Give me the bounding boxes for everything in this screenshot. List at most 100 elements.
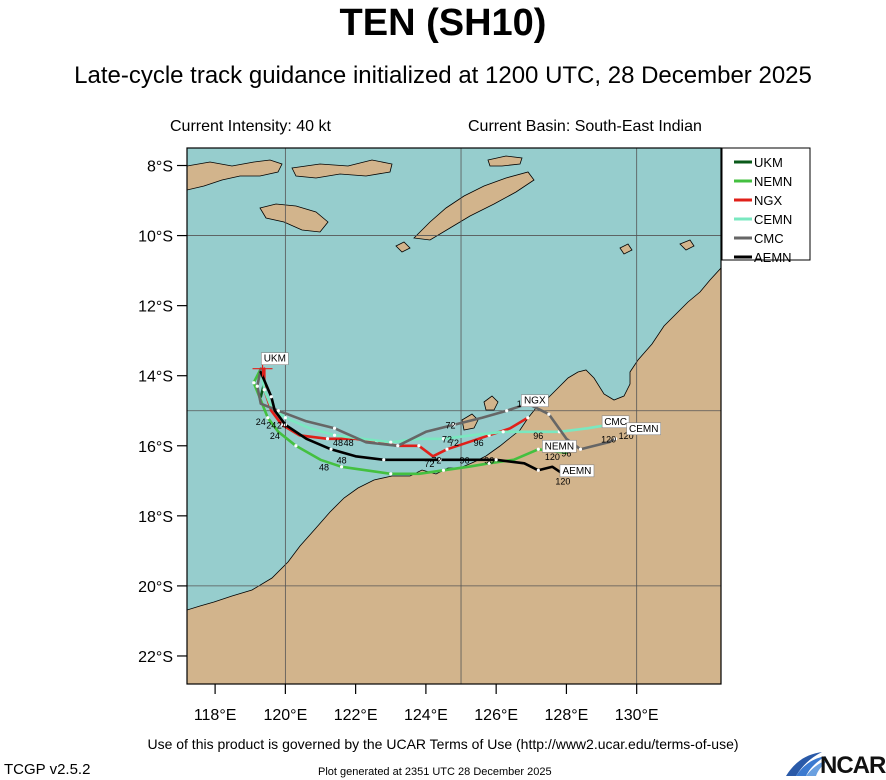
terms-of-use: Use of this product is governed by the U… <box>147 736 739 752</box>
forecast-hour-label: 48 <box>319 462 329 472</box>
model-tag-text: UKM <box>264 354 286 365</box>
forecast-hour-label: 120 <box>555 476 570 486</box>
forecast-hour-label: 120 <box>619 431 634 441</box>
track-point <box>269 395 273 399</box>
track-point <box>252 381 256 385</box>
legend-label: NEMN <box>754 174 792 189</box>
model-tag-text: CEMN <box>629 424 658 435</box>
australia-landmass <box>187 267 721 684</box>
model-tag-ngx: NGX <box>521 394 549 408</box>
forecast-hour-label: 48 <box>337 455 347 465</box>
lon-label: 128°E <box>545 707 589 724</box>
current-basin: Current Basin: South-East Indian <box>468 118 702 135</box>
lon-label: 122°E <box>334 707 378 724</box>
sumba-island <box>259 203 329 233</box>
track-point <box>536 447 540 451</box>
forecast-hour-label: 72 <box>431 455 441 465</box>
track-point <box>276 409 280 413</box>
track-point <box>283 416 287 420</box>
small-island <box>679 239 695 251</box>
forecast-hour-label: 120 <box>545 452 560 462</box>
track-point <box>325 437 330 441</box>
lat-label: 12°S <box>138 299 173 316</box>
longitude-labels: 118°E 120°E 122°E 124°E 126°E 128°E 130°E <box>194 707 659 724</box>
wetar-island <box>487 155 523 167</box>
ncar-logo-icon <box>786 752 828 776</box>
track-point <box>283 423 287 427</box>
ncar-logo-text: NCAR <box>820 752 886 779</box>
forecast-hour-label: 72 <box>442 434 452 444</box>
legend-box <box>721 147 811 261</box>
track-point <box>452 423 456 427</box>
track-point <box>280 423 284 427</box>
track-point <box>332 433 337 437</box>
model-tag-cmc: CMC <box>601 415 630 429</box>
lon-label: 120°E <box>263 707 307 724</box>
track-point <box>417 444 421 448</box>
forecast-hour-label: 96 <box>474 438 484 448</box>
forecast-hour-label: 24 <box>256 417 266 427</box>
generated-timestamp: Plot generated at 2351 UTC 28 December 2… <box>318 766 552 778</box>
forecast-hour-label: 72 <box>424 459 434 469</box>
axis-ticks <box>177 164 638 694</box>
plot-frame <box>186 147 722 685</box>
small-island <box>619 243 633 255</box>
track-point <box>536 468 540 472</box>
storm-title: TEN (SH10) <box>339 2 547 44</box>
latitude-labels: 8°S 10°S 12°S 14°S 16°S 18°S 20°S 22°S <box>138 159 173 666</box>
legend: UKM NEMN NGX CEMN CMC AEMN <box>721 147 811 265</box>
forecast-hour-label: 96 <box>460 455 470 465</box>
track-point <box>505 409 509 413</box>
track-nemn <box>252 367 568 476</box>
lat-label: 16°S <box>138 439 173 456</box>
model-tag-text: NEMN <box>545 441 574 452</box>
track-point <box>389 472 393 476</box>
track-point <box>332 426 337 430</box>
timor-island <box>413 171 535 241</box>
track-point <box>339 465 344 469</box>
forecast-hour-label: 96 <box>533 431 543 441</box>
forecast-hour-label: 72 <box>445 420 455 430</box>
track-point <box>389 440 393 444</box>
legend-label: AEMN <box>754 250 792 265</box>
forecast-hour-label: 96 <box>561 448 571 458</box>
track-point <box>441 468 446 472</box>
track-point <box>294 444 298 448</box>
track-point <box>445 447 449 451</box>
model-tag-ukm: UKM <box>261 352 289 365</box>
track-point <box>266 416 270 420</box>
forecast-hour-label: 24 <box>266 420 276 430</box>
forecast-hour-label: 120 <box>601 434 616 444</box>
track-cemn <box>259 367 610 444</box>
forecast-hour-label: 96 <box>484 455 494 465</box>
track-point <box>438 458 442 462</box>
lat-label: 22°S <box>138 649 173 666</box>
model-tag-nemn: NEMN <box>542 439 577 453</box>
track-point <box>614 437 618 441</box>
lon-label: 130°E <box>615 707 659 724</box>
track-point <box>262 388 266 392</box>
track-point <box>501 430 505 434</box>
model-tag-cemn: CEMN <box>626 422 662 436</box>
lon-label: 118°E <box>194 707 237 724</box>
lat-label: 8°S <box>147 159 173 176</box>
track-point <box>255 384 259 388</box>
lat-label: 14°S <box>138 369 173 386</box>
model-tag-text: AEMN <box>563 466 592 477</box>
forecast-hour-label: 72 <box>449 438 459 448</box>
forecast-hour-label: 48 <box>333 438 343 448</box>
track-point <box>487 461 491 465</box>
forecast-hour-label: 24 <box>277 420 287 430</box>
version-label: TCGP v2.5.2 <box>4 761 91 778</box>
lat-label: 10°S <box>138 229 173 246</box>
track-point <box>494 458 498 462</box>
legend-label: CEMN <box>754 212 792 227</box>
track-point <box>547 412 551 416</box>
small-island <box>395 241 411 253</box>
track-aemn <box>259 370 565 476</box>
track-point <box>329 447 333 451</box>
legend-label: NGX <box>754 193 783 208</box>
legend-label: CMC <box>754 231 784 246</box>
